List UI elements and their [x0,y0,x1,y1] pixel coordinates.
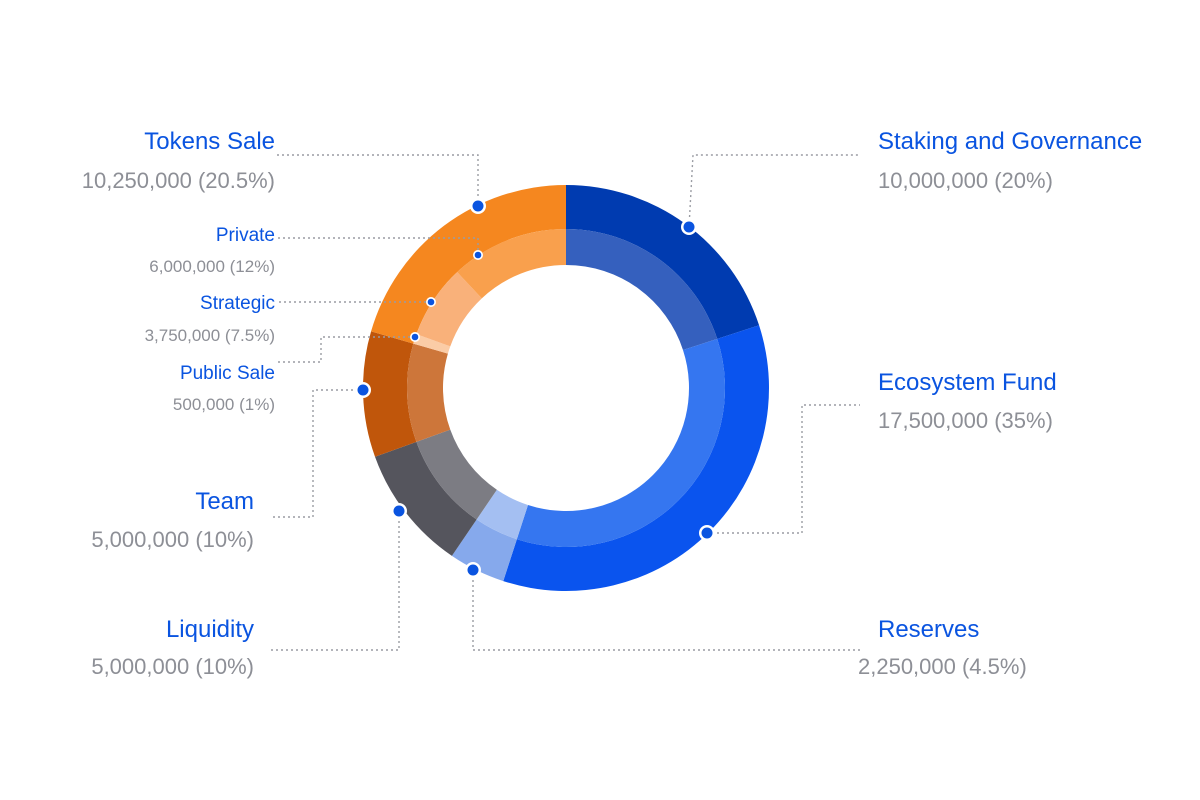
marker-dot-reserves [467,564,479,576]
label-strategic-value: 3,750,000 (7.5%) [144,326,275,345]
marker-dot-team [357,384,369,396]
label-strategic-name: Strategic [200,293,275,314]
label-tokens-sale-name: Tokens Sale [144,128,275,155]
label-staking-name: Staking and Governance [878,128,1143,155]
leader-line-tokens_sale [276,154,479,206]
slice-outer-tokens_sale [371,185,566,344]
slice-inner-strategic [416,272,482,347]
marker-dot-strategic [427,298,435,306]
label-public-sale-name: Public Sale [179,363,275,384]
marker-dot-staking [683,221,695,233]
markers [355,198,715,578]
label-private-value: 6,000,000 (12%) [149,257,275,276]
marker-dot-tokens_sale [472,200,484,212]
leader-line-public_sale [276,336,415,363]
slice-inner-liquidity [416,429,497,520]
leader-line-private [276,237,479,255]
leader-line-ecosystem [707,404,860,534]
marker-dot-public_sale [411,333,419,341]
slice-inner-reserves [476,489,528,540]
label-public-sale-value: 500,000 (1%) [172,395,275,414]
leader-line-reserves [472,570,860,651]
inner-ring [407,229,725,547]
label-private-name: Private [215,225,275,246]
label-staking-value: 10,000,000 (20%) [878,168,1053,193]
slice-inner-team [407,343,451,442]
leader-line-team [270,389,363,518]
label-liquidity-name: Liquidity [165,616,254,643]
slice-outer-staking [566,185,760,339]
slice-outer-liquidity [375,441,477,556]
label-ecosystem-value: 17,500,000 (35%) [878,408,1053,433]
slice-outer-ecosystem [503,325,769,591]
slice-outer-team [363,331,417,457]
label-tokens-sale-value: 10,250,000 (20.5%) [81,168,275,193]
label-ecosystem-name: Ecosystem Fund [878,369,1057,396]
marker-dot-ecosystem [701,527,713,539]
slice-inner-staking [566,229,718,350]
leader-line-staking [688,154,860,228]
label-team-name: Team [195,488,254,515]
slice-inner-ecosystem [516,338,725,547]
label-liquidity-value: 5,000,000 (10%) [91,654,254,679]
marker-dot-private [474,251,482,259]
label-reserves-name: Reserves [878,616,980,643]
label-reserves-value: 2,250,000 (4.5%) [858,654,1027,679]
slice-inner-public_sale [413,334,451,354]
leader-line-liquidity [270,511,400,651]
leader-lines [270,154,860,651]
marker-dot-liquidity [393,505,405,517]
slice-inner-private [457,229,566,299]
label-team-value: 5,000,000 (10%) [91,527,254,552]
